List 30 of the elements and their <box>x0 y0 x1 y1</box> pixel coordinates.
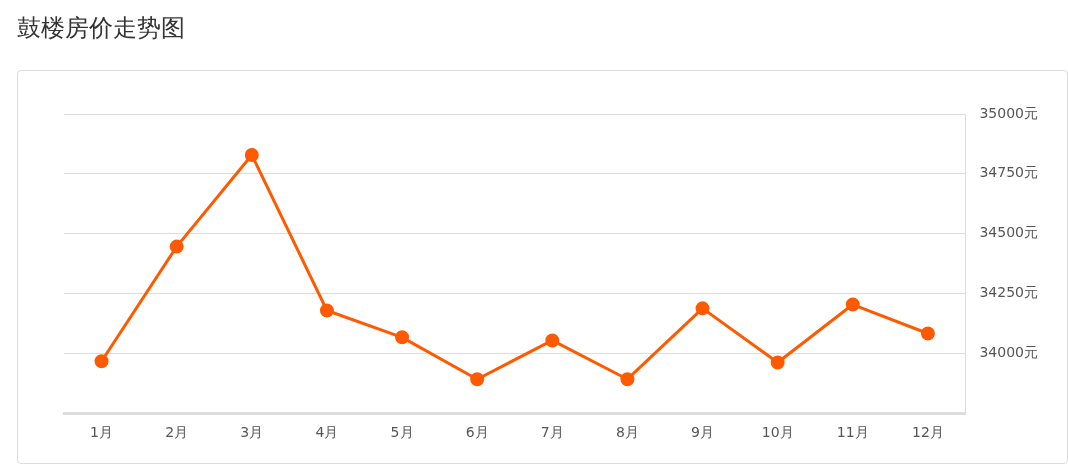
point <box>244 147 259 162</box>
point <box>319 303 334 318</box>
point <box>545 333 560 348</box>
x-tick-label: 4月 <box>315 424 339 441</box>
point <box>845 297 860 312</box>
chart-title: 鼓楼房价走势图 <box>17 13 185 44</box>
x-tick-label: 1月 <box>90 424 114 441</box>
y-tick-label: 34500元 <box>979 224 1039 241</box>
y-tick-label: 34000元 <box>979 344 1039 360</box>
point <box>169 239 184 254</box>
x-tick-label: 8月 <box>615 424 639 441</box>
x-tick-label: 2月 <box>165 424 189 441</box>
point <box>94 354 109 369</box>
point <box>395 330 410 345</box>
x-tick-label: 6月 <box>465 424 489 441</box>
y-tick-label: 34250元 <box>979 284 1039 301</box>
x-tick-label: 11月 <box>836 424 869 441</box>
y-tick-label: 35000元 <box>979 104 1039 121</box>
point <box>470 372 485 387</box>
x-tick-label: 3月 <box>240 424 264 441</box>
x-tick-label: 7月 <box>540 424 564 441</box>
x-tick-label: 12月 <box>911 424 944 441</box>
point <box>620 372 635 387</box>
y-tick-label: 34750元 <box>979 164 1039 181</box>
point <box>695 301 710 316</box>
x-tick-label: 5月 <box>390 424 414 441</box>
point <box>920 326 935 341</box>
x-tick-label: 9月 <box>691 424 714 441</box>
point <box>770 355 785 370</box>
x-tick-label: 10月 <box>761 424 794 441</box>
